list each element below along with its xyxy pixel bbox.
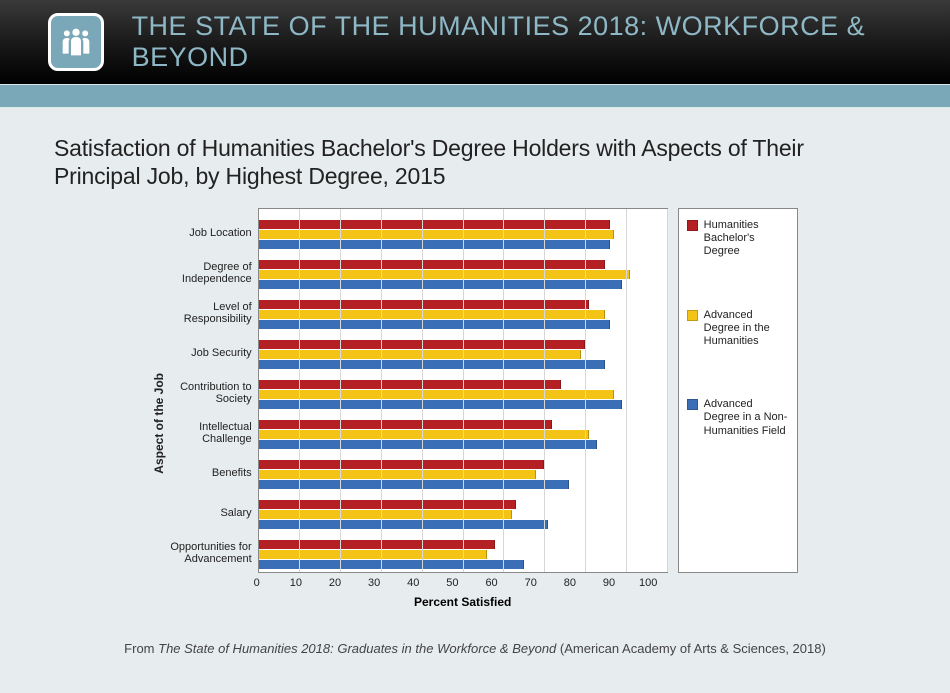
bar (259, 550, 487, 559)
bar (259, 380, 561, 389)
bar (259, 220, 610, 229)
citation-prefix: From (124, 641, 158, 656)
legend-item: Advanced Degree in a Non-Humanities Fiel… (687, 398, 789, 438)
bar (259, 460, 545, 469)
y-axis-labels: Job LocationDegree ofIndependenceLevel o… (170, 208, 257, 573)
chart-title: Satisfaction of Humanities Bachelor's De… (54, 134, 896, 190)
people-icon (48, 13, 104, 71)
x-tick-label: 80 (550, 577, 589, 589)
gridline (667, 209, 668, 572)
x-tick-label: 30 (355, 577, 394, 589)
legend-item: Advanced Degree in the Humanities (687, 309, 789, 349)
x-axis-labels: 0102030405060708090100 (258, 577, 668, 589)
chart-legend: Humanities Bachelor's Degree Advanced Deg… (678, 208, 798, 573)
bar (259, 240, 610, 249)
gridline (340, 209, 341, 572)
bar (259, 480, 569, 489)
x-tick-label: 40 (394, 577, 433, 589)
bar (259, 540, 496, 549)
category-label: Contribution toSociety (170, 373, 251, 413)
gridline (422, 209, 423, 572)
legend-swatch (687, 399, 698, 410)
gridline (463, 209, 464, 572)
x-tick-label: 0 (237, 577, 276, 589)
header-bar: THE STATE OF THE HUMANITIES 2018: WORKFO… (0, 0, 950, 84)
x-tick-label: 90 (589, 577, 628, 589)
source-citation: From The State of Humanities 2018: Gradu… (54, 641, 896, 656)
x-tick-label: 70 (511, 577, 550, 589)
bar (259, 350, 581, 359)
y-axis-title: Aspect of the Job (152, 343, 166, 474)
x-tick-label: 100 (629, 577, 668, 589)
legend-swatch (687, 220, 698, 231)
category-label: Salary (170, 493, 251, 533)
bar (259, 280, 622, 289)
header-title: THE STATE OF THE HUMANITIES 2018: WORKFO… (132, 11, 950, 73)
gridline (381, 209, 382, 572)
category-label: Job Location (170, 213, 251, 253)
gridline (585, 209, 586, 572)
chart-plot-area (258, 208, 668, 573)
bar (259, 500, 516, 509)
bar (259, 310, 606, 319)
bar (259, 400, 622, 409)
category-label: Opportunities forAdvancement (170, 533, 251, 573)
x-tick-label: 20 (315, 577, 354, 589)
bar (259, 300, 589, 309)
legend-label: Humanities Bachelor's Degree (704, 219, 789, 259)
x-tick-label: 50 (433, 577, 472, 589)
x-tick-label: 60 (472, 577, 511, 589)
bar (259, 270, 630, 279)
bar (259, 420, 553, 429)
gridline (299, 209, 300, 572)
chart-container: Aspect of the Job Job LocationDegree ofI… (54, 208, 896, 609)
content-area: Satisfaction of Humanities Bachelor's De… (0, 108, 950, 666)
bar (259, 510, 512, 519)
category-label: Job Security (170, 333, 251, 373)
category-label: Benefits (170, 453, 251, 493)
bar (259, 230, 614, 239)
category-label: Level ofResponsibility (170, 293, 251, 333)
gridline (544, 209, 545, 572)
bar (259, 520, 549, 529)
bar (259, 440, 598, 449)
legend-label: Advanced Degree in a Non-Humanities Fiel… (704, 398, 789, 438)
category-label: Degree ofIndependence (170, 253, 251, 293)
bar (259, 390, 614, 399)
legend-swatch (687, 310, 698, 321)
legend-label: Advanced Degree in the Humanities (704, 309, 789, 349)
gridline (626, 209, 627, 572)
bar (259, 260, 606, 269)
header-stripe (0, 84, 950, 108)
citation-title: The State of Humanities 2018: Graduates … (158, 641, 556, 656)
citation-suffix: (American Academy of Arts & Sciences, 20… (556, 641, 826, 656)
bar (259, 560, 524, 569)
bar (259, 320, 610, 329)
bar (259, 430, 589, 439)
bar (259, 360, 606, 369)
gridline (503, 209, 504, 572)
category-label: IntellectualChallenge (170, 413, 251, 453)
legend-item: Humanities Bachelor's Degree (687, 219, 789, 259)
x-tick-label: 10 (276, 577, 315, 589)
x-axis-title: Percent Satisfied (258, 595, 668, 609)
